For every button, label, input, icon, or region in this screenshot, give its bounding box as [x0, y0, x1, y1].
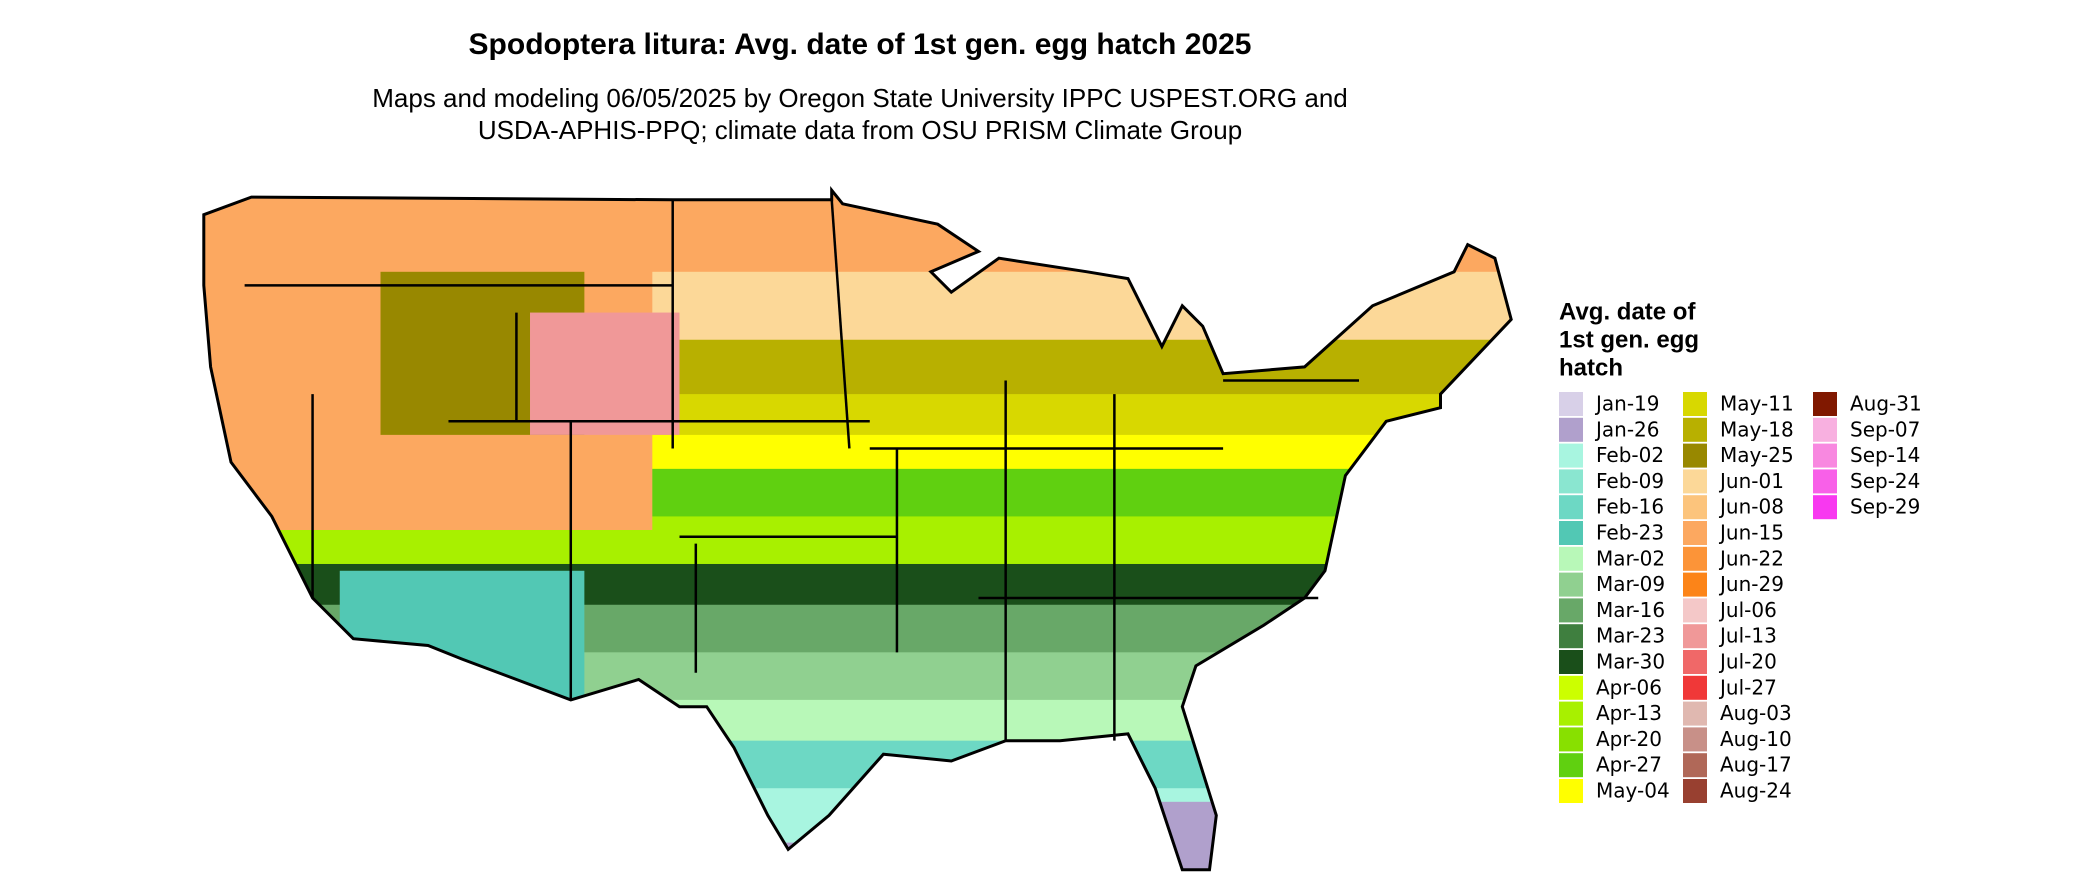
- legend-label: Jun-29: [1718, 572, 1784, 596]
- legend-label: Mar-09: [1596, 572, 1665, 596]
- hatch-zone: [203, 740, 1512, 790]
- legend-swatch: [1683, 598, 1707, 623]
- subtitle-line: Maps and modeling 06/05/2025 by Oregon S…: [372, 83, 1348, 113]
- legend-swatch: [1813, 392, 1837, 416]
- legend-swatch: [1683, 521, 1707, 545]
- legend-label: May-04: [1596, 779, 1670, 803]
- legend-label: Aug-17: [1720, 753, 1792, 777]
- legend-swatch: [1683, 469, 1707, 494]
- legend-label: Jul-27: [1718, 675, 1777, 699]
- state-border: [830, 199, 851, 449]
- legend-swatch: [1683, 727, 1707, 752]
- legend-label: Jan-19: [1594, 392, 1660, 416]
- legend-swatch: [1559, 779, 1583, 803]
- legend-label: May-25: [1720, 443, 1794, 467]
- legend-label: Aug-31: [1850, 392, 1922, 416]
- legend-swatch: [1559, 598, 1583, 623]
- state-borders: [244, 199, 1359, 741]
- legend-label: Feb-09: [1596, 469, 1664, 493]
- legend-swatch: [1683, 624, 1707, 649]
- hatch-zone: [203, 788, 1512, 844]
- legend-label: Feb-23: [1596, 521, 1664, 545]
- legend-swatch: [1683, 701, 1707, 726]
- legend-label: Sep-14: [1850, 443, 1920, 467]
- legend-label: Jun-08: [1718, 495, 1784, 519]
- legend-label: Jun-01: [1718, 469, 1784, 493]
- legend-swatch: [1559, 701, 1583, 726]
- legend-swatch: [1559, 675, 1583, 700]
- legend-swatch: [1559, 392, 1583, 416]
- legend-swatch: [1559, 546, 1583, 571]
- legend-swatch: [1683, 675, 1707, 700]
- legend-label: Apr-20: [1596, 727, 1662, 751]
- legend-label: Jun-15: [1718, 521, 1784, 545]
- legend-swatch: [1813, 443, 1837, 468]
- legend-title: Avg. date of: [1559, 298, 1696, 325]
- legend-swatch: [1683, 572, 1707, 597]
- legend-title: hatch: [1559, 354, 1623, 381]
- legend-swatch: [1559, 572, 1583, 597]
- legend-label: Feb-02: [1596, 443, 1664, 467]
- legend-swatch: [1559, 624, 1583, 649]
- legend-label: Jul-06: [1718, 598, 1777, 622]
- legend-label: Sep-07: [1850, 417, 1920, 441]
- legend-swatch: [1683, 650, 1707, 674]
- legend-label: Jun-22: [1718, 546, 1784, 570]
- us-outline: [202, 186, 1513, 872]
- legend-label: Jan-26: [1594, 417, 1660, 441]
- hatch-zone: [203, 699, 1512, 742]
- subtitle-line: USDA-APHIS-PPQ; climate data from OSU PR…: [478, 115, 1242, 145]
- legend-label: Jul-20: [1718, 650, 1777, 674]
- legend-swatch: [1813, 495, 1837, 520]
- legend-swatch: [1683, 546, 1707, 571]
- legend-swatch: [1683, 392, 1707, 416]
- hatch-zone: [530, 312, 680, 435]
- legend-label: Aug-24: [1720, 779, 1792, 803]
- legend-swatch: [1683, 443, 1707, 468]
- legend-swatch: [1683, 495, 1707, 520]
- legend-label: Mar-02: [1596, 546, 1665, 570]
- legend-swatch: [1559, 753, 1583, 778]
- legend-label: Sep-29: [1850, 495, 1920, 519]
- legend-label: Mar-23: [1596, 624, 1665, 648]
- legend-swatch: [1559, 650, 1583, 674]
- legend-label: Apr-27: [1596, 753, 1662, 777]
- legend-label: Jul-13: [1718, 624, 1777, 648]
- legend-label: Mar-30: [1596, 650, 1665, 674]
- legend-swatch: [1683, 753, 1707, 778]
- hatch-zone: [203, 652, 1512, 701]
- legend-label: Aug-10: [1720, 727, 1792, 751]
- legend-swatch: [1683, 417, 1707, 442]
- legend-label: Mar-16: [1596, 598, 1665, 622]
- legend-label: Sep-24: [1850, 469, 1920, 493]
- legend-swatch: [1813, 417, 1837, 442]
- legend: Jan-19Jan-26Feb-02Feb-09Feb-16Feb-23Mar-…: [1559, 392, 1922, 803]
- legend-label: Aug-03: [1720, 701, 1792, 725]
- hatch-zone: [339, 570, 585, 707]
- hatch-zone: [203, 842, 1512, 870]
- legend-swatch: [1559, 469, 1583, 494]
- legend-swatch: [1559, 495, 1583, 520]
- legend-swatch: [1683, 779, 1707, 803]
- legend-title: 1st gen. egg: [1559, 326, 1699, 353]
- legend-swatch: [1559, 443, 1583, 468]
- legend-label: Apr-06: [1596, 675, 1662, 699]
- legend-swatch: [1559, 417, 1583, 442]
- legend-label: Feb-16: [1596, 495, 1664, 519]
- map-title: Spodoptera litura: Avg. date of 1st gen.…: [469, 28, 1252, 61]
- legend-swatch: [1559, 521, 1583, 545]
- legend-label: Apr-13: [1596, 701, 1662, 725]
- legend-swatch: [1559, 727, 1583, 752]
- legend-label: May-11: [1720, 392, 1794, 416]
- legend-label: May-18: [1720, 417, 1794, 441]
- legend-swatch: [1813, 469, 1837, 494]
